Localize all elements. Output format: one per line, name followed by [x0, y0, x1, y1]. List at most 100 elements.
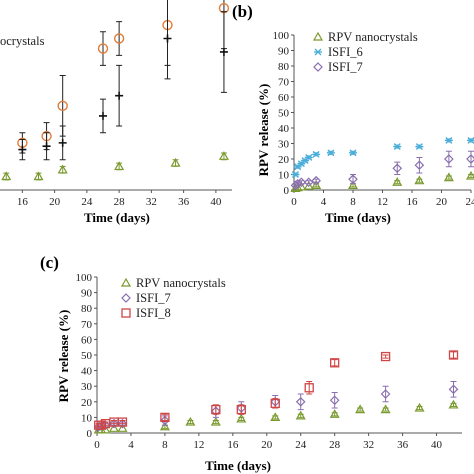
panel-c-series-0-point	[295, 410, 306, 420]
panel-b-x-tick-label: 20	[436, 196, 448, 208]
panel-c-errorbar	[450, 381, 457, 398]
panel-b-series-1-point	[326, 149, 335, 157]
panel-c-series-2-point	[160, 412, 170, 423]
panel-c-series-2-point	[211, 404, 221, 415]
panel-b-y-tick-label: 10	[278, 170, 290, 182]
panel-b-legend-label-0: RPV nanocrystals	[328, 30, 418, 44]
panel-a-x-tick-label: 20	[49, 196, 61, 208]
panel-b-y-tick-label: 100	[273, 30, 290, 42]
panel-c-errorbar	[382, 354, 389, 359]
panel-b-ylabel: RPV release (%)	[256, 84, 271, 177]
panel-b-x-tick-label: 0	[291, 196, 297, 208]
panel-c-series-2-point	[380, 351, 391, 362]
panel-c-errorbar	[110, 420, 117, 425]
panel-c-series-0-point	[270, 412, 281, 421]
panel-b-y-tick-label: 60	[278, 92, 290, 104]
panel-c-errorbar	[212, 404, 219, 415]
panel-a-series-1-point	[18, 145, 27, 154]
panel-c-errorbar	[102, 421, 109, 426]
panel-b-series-1-point	[304, 153, 313, 161]
panel-a-series-0-point	[57, 100, 68, 112]
panel-a-errorbar	[116, 21, 123, 56]
panel-b-y-tick-label: 30	[278, 139, 290, 151]
panel-c-x-tick-label: 12	[193, 439, 204, 451]
panel-a-series-1-point	[115, 91, 124, 100]
panel-b-series-2-point	[303, 177, 314, 188]
panel-c-series-1-point	[380, 389, 391, 399]
panel-a-series-0-point	[97, 43, 109, 54]
panel-b-series-0-point	[392, 177, 403, 186]
panel-c-series-1-point	[295, 396, 306, 407]
panel-c-series-0-point	[159, 421, 170, 431]
panel-c-plot: 0 10 20 30 40 50 60 70 80 90 100 0 4 8 12 16 20 24 28 32 36 4…	[76, 272, 462, 451]
panel-a-x-tick-label: 28	[114, 196, 126, 208]
panel-c-x-tick-label: 28	[329, 439, 341, 451]
panel-c-y-tick-label: 100	[76, 272, 93, 284]
panel-c-errorbar	[119, 420, 126, 425]
panel-c-series-0-point	[448, 399, 459, 409]
panel-b-series-2-point	[444, 154, 454, 164]
panel-label-b: (b)	[232, 2, 253, 21]
panel-b-plot: 0 10 20 30 40 50 60 70 80 90 100 0 4 8 12 16 20 24 RPV nan…	[273, 30, 474, 208]
panel-c-series-1-point	[329, 395, 340, 406]
panel-c-x-tick-label: 0	[94, 439, 100, 451]
panel-b-series-1-point	[467, 136, 474, 144]
panel-c-xlabel: Time (days)	[205, 458, 271, 473]
panel-a-legend-fragment: ocrystals	[0, 34, 45, 48]
panel-c-errorbar	[238, 404, 245, 415]
panel-a-xlabel: Time (days)	[84, 210, 150, 225]
panel-b-xlabel: Time (days)	[325, 210, 391, 225]
panel-c-series-2-point	[236, 404, 246, 415]
panel-b-y-tick-label: 80	[278, 61, 290, 73]
panel-a-series-0-point	[113, 33, 125, 44]
panel-b-series-0-point	[414, 175, 425, 185]
panel-c-y-tick-label: 60	[81, 334, 93, 346]
panel-c-errorbar	[272, 398, 279, 409]
panel-c-legend-marker-1	[121, 293, 131, 303]
panel-b-x-tick-label: 24	[466, 196, 474, 208]
panel-b-series-2-point	[311, 175, 321, 186]
panel-b-series-2-point	[392, 163, 403, 174]
panel-c-series-2-point	[330, 358, 340, 368]
panel-b-series-1-point	[393, 143, 402, 151]
panel-c-series-0-point	[236, 413, 247, 423]
panel-c-y-tick-label: 40	[81, 366, 93, 378]
panel-c-legend-label-1: ISFI_7	[136, 291, 171, 305]
panel-label-c: (c)	[40, 253, 59, 272]
panel-c-series-0-point	[329, 409, 340, 418]
panel-c-x-tick-label: 40	[431, 439, 443, 451]
panel-c-x-tick-label: 4	[128, 439, 134, 451]
panel-c-y-tick-label: 80	[81, 303, 93, 315]
panel-c-x-tick-label: 16	[227, 439, 239, 451]
panel-c-y-tick-label: 90	[81, 288, 93, 300]
panel-c-series-0-point	[380, 404, 391, 414]
panel-b-legend-marker-1	[314, 48, 322, 56]
panel-a-x-tick-label: 40	[210, 196, 222, 208]
panel-b-series-1-point	[291, 171, 300, 178]
panel-a-series-1-point	[42, 142, 51, 151]
panel-b-series-2-point	[348, 174, 358, 184]
panel-b-legend-label-1: ISFI_6	[328, 45, 363, 59]
panel-c-errorbar	[382, 385, 389, 403]
panel-b-series-1-point	[415, 143, 424, 151]
panel-a-series-2-point	[57, 164, 68, 174]
panel-b-series-1-point	[349, 149, 357, 157]
panel-b-errorbar	[445, 150, 452, 168]
panel-c-series-1-point	[448, 384, 459, 395]
panel-b-y-tick-label: 90	[278, 46, 290, 58]
panel-b-errorbar	[416, 156, 423, 174]
panel-c-series-2-point	[270, 398, 280, 409]
panel-c-errorbar	[331, 391, 338, 409]
panel-b-y-tick-label: 50	[278, 108, 290, 120]
panel-b-y-tick-label: 40	[278, 123, 290, 135]
panel-c-legend-marker-2	[121, 308, 131, 318]
panel-c-series-2-point	[448, 350, 459, 360]
panel-a-x-tick-label: 24	[81, 196, 93, 208]
panel-b-legend-label-2: ISFI_7	[328, 60, 363, 74]
panel-b-series-2-point	[414, 160, 425, 171]
panel-c-series-1-point	[160, 415, 170, 426]
panel-b-series-0-point	[443, 172, 454, 182]
panel-b-y-tick-label: 0	[284, 185, 290, 197]
